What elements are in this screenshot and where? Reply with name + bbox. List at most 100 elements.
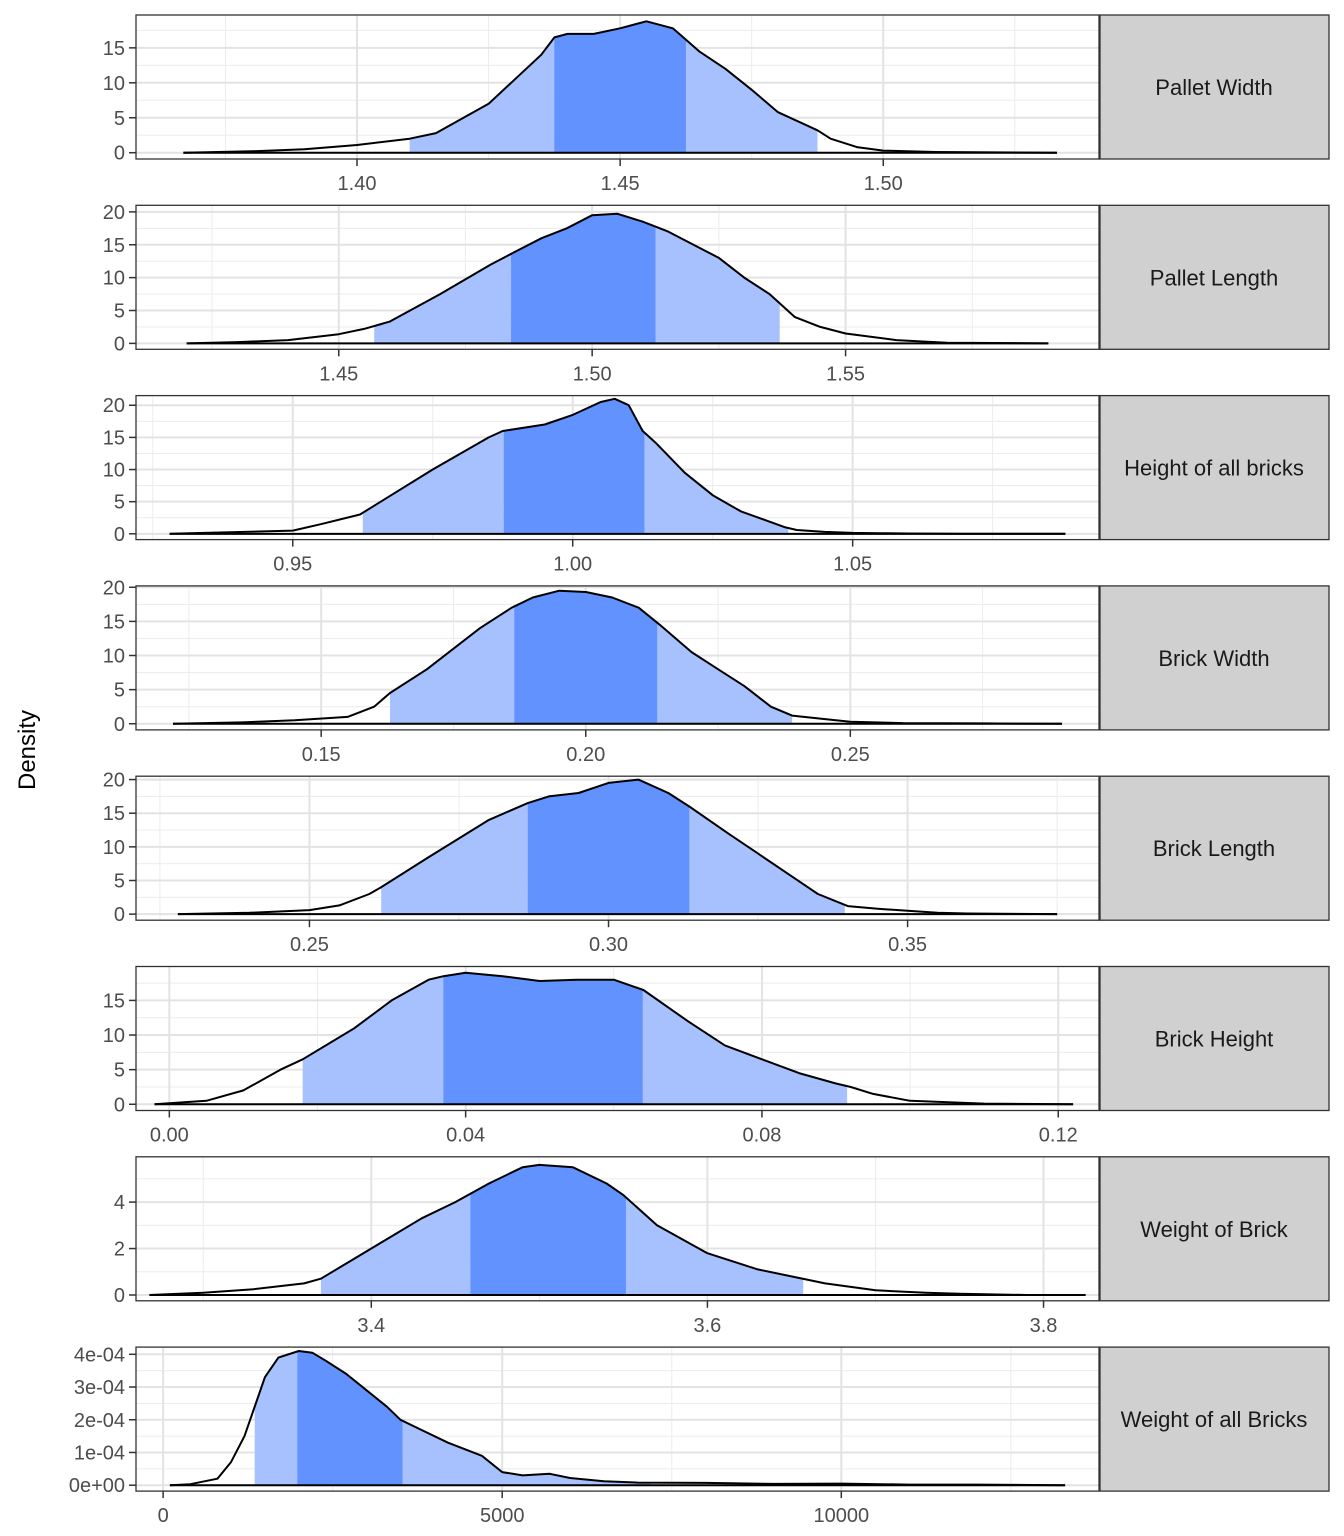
x-tick-label: 5000 (480, 1505, 525, 1527)
inner-interval-area (554, 21, 686, 153)
panel-brick-length: Brick Length 0 5 10 15 20 0.25 0.30 0.35 (103, 770, 1330, 956)
facet-strip (1099, 394, 1330, 541)
y-tick-label: 10 (103, 1025, 125, 1047)
y-tick-label: 0 (114, 143, 125, 165)
density-curve (169, 397, 1066, 535)
panel-pallet-width: Pallet Width 0 5 10 15 1.40 1.45 1.50 (103, 14, 1330, 195)
x-tick-label: 1.40 (338, 173, 377, 195)
y-tick-label: 5 (114, 680, 125, 702)
y-tick-label: 4 (114, 1192, 125, 1214)
inner-interval-area (503, 398, 645, 534)
inner-interval-area (443, 972, 643, 1105)
x-tick-label: 1.55 (826, 363, 865, 385)
x-tick-label: 0.95 (273, 554, 312, 576)
facet-strip-label: Brick Width (1158, 646, 1269, 671)
y-tick-label: 5 (114, 1060, 125, 1082)
inner-interval-area (470, 1164, 626, 1295)
y-tick-label: 0 (114, 904, 125, 926)
y-tick-label: 2 (114, 1239, 125, 1261)
inner-interval-area (527, 779, 690, 915)
facet-strip-label: Brick Length (1153, 836, 1275, 861)
y-tick-label: 20 (103, 577, 125, 599)
y-tick-label: 0 (114, 333, 125, 355)
y-tick-label: 0e+00 (69, 1475, 125, 1497)
y-tick-label: 0 (114, 1094, 125, 1116)
density-curve (183, 20, 1057, 154)
x-tick-label: 1.45 (601, 173, 640, 195)
facet-strip-label: Pallet Width (1155, 75, 1272, 100)
x-tick-label: 1.50 (573, 363, 612, 385)
y-tick-label: 10 (103, 460, 125, 482)
x-tick-label: 3.6 (694, 1315, 722, 1337)
facet-strip (1099, 775, 1330, 921)
x-tick-label: 0.15 (302, 744, 341, 766)
x-tick-label: 0.30 (589, 934, 628, 956)
x-tick-label: 0.25 (831, 744, 870, 766)
y-tick-label: 15 (103, 38, 125, 60)
facet-strip (1099, 14, 1330, 160)
x-tick-label: 0 (158, 1505, 169, 1527)
inner-interval-area (297, 1351, 403, 1486)
y-tick-label: 15 (103, 427, 125, 449)
x-tick-label: 0.00 (150, 1125, 189, 1147)
facet-strip-label: Weight of Brick (1140, 1217, 1289, 1242)
y-tick-label: 20 (103, 395, 125, 417)
x-tick-label: 10000 (813, 1505, 869, 1527)
panel-weight-of-all-bricks: Weight of all Bricks 0e+00 1e-04 2e-04 3e-04… (69, 1344, 1330, 1527)
facet-strip-label: Pallet Length (1150, 265, 1278, 290)
y-tick-label: 1e-04 (74, 1442, 125, 1464)
x-tick-label: 0.35 (888, 934, 927, 956)
panel-border (135, 965, 1100, 1112)
inner-interval-area (511, 213, 656, 344)
y-tick-label: 0 (114, 714, 125, 736)
density-curve (177, 778, 1058, 916)
x-tick-label: 1.05 (833, 554, 872, 576)
y-tick-label: 2e-04 (74, 1410, 125, 1432)
x-tick-label: 3.4 (357, 1315, 385, 1337)
facet-strip-label: Height of all bricks (1124, 456, 1304, 481)
y-tick-label: 15 (103, 990, 125, 1012)
y-tick-label: 4e-04 (74, 1344, 125, 1366)
panel-weight-of-brick: Weight of Brick 0 2 4 3.4 3.6 3.8 (114, 1156, 1330, 1337)
facet-strip-label: Brick Height (1155, 1027, 1274, 1052)
panel-border (135, 1156, 1100, 1302)
x-tick-label: 0.08 (742, 1125, 781, 1147)
facet-strip (1099, 1346, 1330, 1492)
panel-brick-width: Brick Width 0 5 10 15 20 0.15 0.20 0.25 (103, 577, 1330, 766)
y-tick-label: 3e-04 (74, 1377, 125, 1399)
y-tick-label: 5 (114, 492, 125, 514)
y-tick-label: 0 (114, 1285, 125, 1307)
x-tick-label: 1.00 (553, 554, 592, 576)
x-tick-label: 0.20 (566, 744, 605, 766)
facet-strip (1099, 965, 1330, 1112)
panel-brick-height: Brick Height 0 5 10 15 0.00 0.04 0.08 0.12 (103, 965, 1330, 1147)
density-curve (169, 1350, 1066, 1487)
y-tick-label: 5 (114, 870, 125, 892)
density-curve (186, 212, 1049, 345)
x-tick-label: 1.45 (319, 363, 358, 385)
y-tick-label: 15 (103, 803, 125, 825)
y-tick-label: 5 (114, 108, 125, 130)
x-tick-label: 0.25 (290, 934, 329, 956)
y-tick-label: 10 (103, 646, 125, 668)
y-tick-label: 10 (103, 73, 125, 95)
panel-border (135, 585, 1100, 731)
y-tick-label: 20 (103, 770, 125, 792)
y-tick-label: 0 (114, 524, 125, 546)
panel-height-of-all-bricks: Height of all bricks 0 5 10 15 20 0.95 1.00 1.05 (103, 394, 1330, 576)
panel-border (135, 394, 1100, 541)
panel-border (135, 14, 1100, 160)
x-tick-label: 0.04 (446, 1125, 485, 1147)
y-tick-label: 20 (103, 202, 125, 224)
x-tick-label: 1.50 (864, 173, 903, 195)
facet-strip (1099, 585, 1330, 731)
y-tick-label: 10 (103, 837, 125, 859)
inner-interval-area (514, 590, 658, 724)
facet-strip (1099, 204, 1330, 350)
facet-strip-label: Weight of all Bricks (1121, 1407, 1308, 1432)
x-tick-label: 0.12 (1039, 1125, 1078, 1147)
y-tick-label: 10 (103, 268, 125, 290)
y-tick-label: 15 (103, 611, 125, 633)
density-curve (172, 589, 1063, 725)
